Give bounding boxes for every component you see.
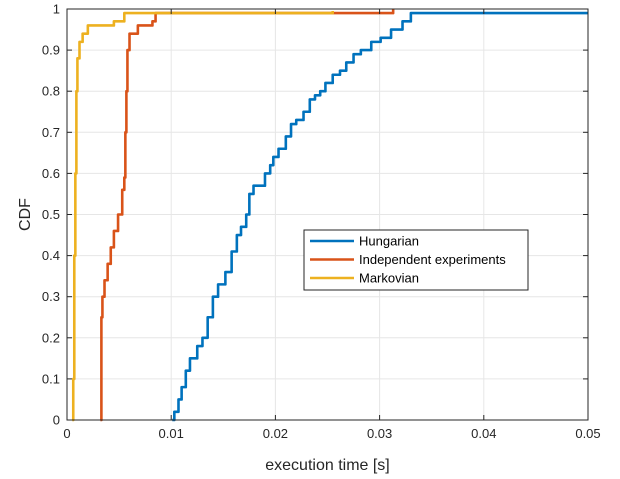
y-tick-label: 0.9 bbox=[42, 43, 60, 58]
y-tick-label: 1 bbox=[53, 2, 60, 17]
y-tick-label: 0 bbox=[53, 413, 60, 428]
x-tick-label: 0.02 bbox=[263, 426, 288, 441]
series-line-hungarian bbox=[172, 11, 588, 422]
x-tick-label: 0 bbox=[63, 426, 70, 441]
series-line-markovian bbox=[71, 11, 335, 422]
y-tick-label: 0.6 bbox=[42, 166, 60, 181]
y-tick-label: 0.7 bbox=[42, 125, 60, 140]
y-tick-label: 0.8 bbox=[42, 84, 60, 99]
y-tick-label: 0.3 bbox=[42, 289, 60, 304]
y-tick-label: 0.1 bbox=[42, 371, 60, 386]
x-tick-label: 0.01 bbox=[159, 426, 184, 441]
legend-entry-label: Markovian bbox=[359, 271, 419, 286]
y-tick-label: 0.2 bbox=[42, 330, 60, 345]
legend-entry-label: Independent experiments bbox=[359, 252, 506, 267]
x-axis-label: execution time [s] bbox=[265, 457, 390, 474]
x-tick-label: 0.04 bbox=[471, 426, 496, 441]
y-tick-label: 0.4 bbox=[42, 248, 60, 263]
series-lines bbox=[71, 9, 588, 422]
series-line-independent-experiments bbox=[100, 9, 395, 422]
legend-entry-label: Hungarian bbox=[359, 234, 419, 249]
legend: Hungarian Independent experiments Markovia… bbox=[303, 229, 529, 291]
y-axis-label: CDF bbox=[17, 198, 34, 231]
x-tick-label: 0.03 bbox=[367, 426, 392, 441]
y-tick-label: 0.5 bbox=[42, 207, 60, 222]
x-tick-label: 0.05 bbox=[575, 426, 600, 441]
axis-ticks: 0 0.01 0.02 0.03 0.04 0.05 0 0.1 0.2 0.3 0.4 0.5 0.6… bbox=[42, 2, 601, 442]
